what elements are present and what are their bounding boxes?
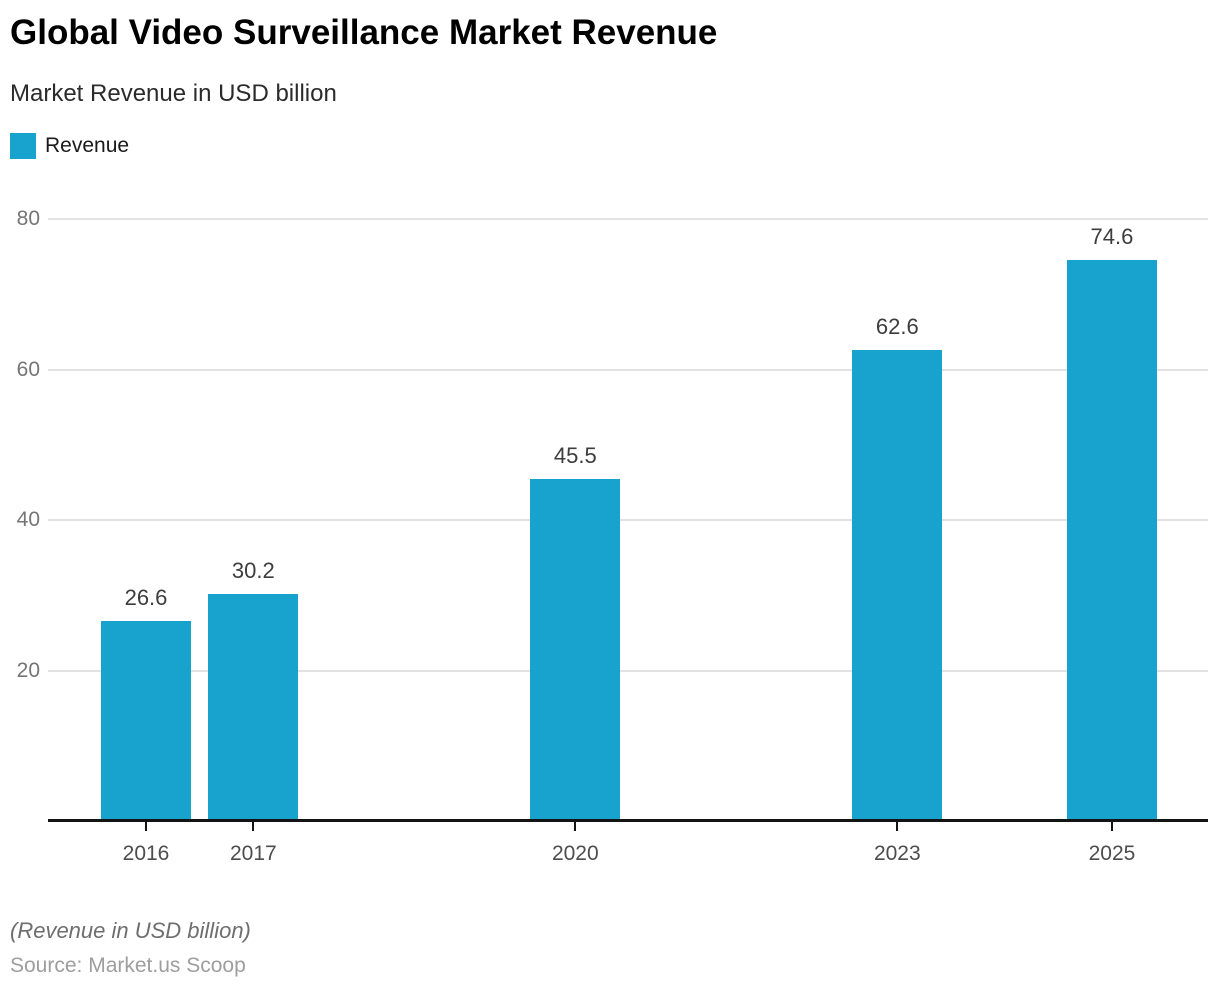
source-credit: Source: Market.us Scoop	[10, 954, 246, 977]
y-axis-label-80: 80	[16, 207, 40, 230]
x-axis-label-2025: 2025	[1088, 842, 1136, 865]
bar-value-label-2016: 26.6	[124, 584, 168, 610]
bar-value-label-2025: 74.6	[1090, 223, 1134, 249]
x-axis-label-2023: 2023	[873, 842, 921, 865]
x-axis-tick-2025	[1110, 822, 1113, 831]
x-axis-label-2016: 2016	[122, 842, 170, 865]
x-axis-label-2020: 2020	[551, 842, 599, 865]
legend: Revenue	[10, 133, 129, 159]
chart-title: Global Video Surveillance Market Revenue	[10, 13, 718, 52]
gridline-y-80	[48, 218, 1208, 220]
legend-swatch-revenue	[10, 133, 36, 159]
footnote: (Revenue in USD billion)	[10, 918, 251, 943]
x-axis-tick-2020	[574, 822, 577, 831]
gridline-y-60	[48, 368, 1208, 371]
bar-value-label-2023: 62.6	[875, 313, 919, 339]
x-axis-label-2017: 2017	[229, 842, 277, 865]
y-axis-label-60: 60	[16, 357, 40, 381]
x-axis-tick-2017	[252, 822, 255, 831]
legend-label-revenue: Revenue	[45, 134, 130, 157]
x-axis-tick-2016	[145, 822, 147, 831]
bar-value-label-2017: 30.2	[231, 557, 275, 583]
bar-2017	[208, 593, 299, 821]
bar-2020	[530, 478, 621, 821]
y-axis-label-40: 40	[16, 508, 40, 531]
bar-2016	[101, 620, 191, 821]
gridline-y-40	[48, 519, 1208, 521]
bar-2023	[852, 349, 943, 821]
x-axis-tick-2023	[896, 822, 899, 831]
chart-subtitle: Market Revenue in USD billion	[10, 80, 337, 107]
y-axis-label-20: 20	[16, 658, 40, 682]
x-axis-line	[48, 819, 1208, 822]
bar-2025	[1066, 259, 1157, 821]
gridline-y-20	[48, 669, 1208, 672]
bar-value-label-2020: 45.5	[553, 442, 597, 468]
